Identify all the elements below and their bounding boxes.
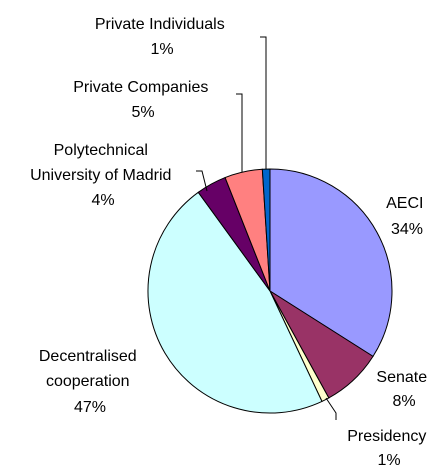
slice-label-private-individuals: Private Individuals 1% [95, 16, 229, 58]
leader-line-presidency [325, 397, 337, 420]
leader-line-private-companies [236, 93, 243, 172]
pie-slice-decentralised-cooperation [147, 191, 323, 414]
slice-label-senate: Senate 8% [376, 369, 431, 410]
slice-label-decentralised-cooperation: Decentralised cooperation 47% [39, 348, 141, 416]
slices-group [147, 168, 393, 414]
pie-slice-private-individuals [261, 168, 271, 292]
slice-label-presidency: Presidency 1% [347, 428, 431, 469]
slice-label-private-companies: Private Companies 5% [73, 79, 213, 121]
leader-lines-group [196, 36, 337, 420]
leader-line-private-individuals [260, 36, 267, 169]
slice-label-aeci: AECI 34% [386, 195, 428, 238]
slice-label-polytechnical-university: Polytechnical University of Madrid 4% [30, 142, 176, 209]
pie-slice-aeci [269, 168, 393, 358]
leader-line-polytechnical-university [196, 170, 208, 192]
